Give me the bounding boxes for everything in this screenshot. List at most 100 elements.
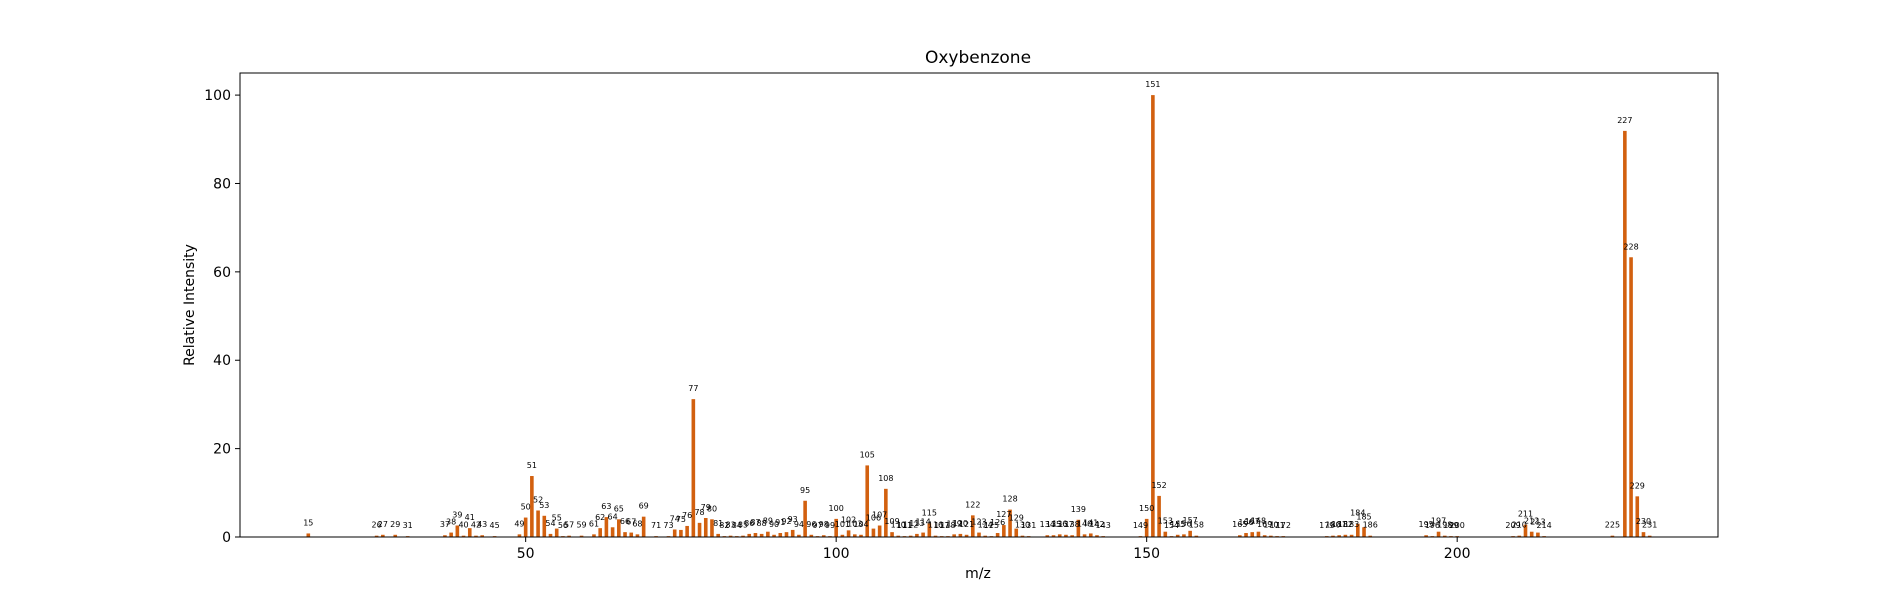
bar-mz-121	[964, 534, 969, 537]
bar-mz-40	[461, 535, 466, 537]
peak-label-139: 139	[1071, 505, 1086, 514]
peak-label-100: 100	[829, 504, 844, 513]
peak-label-154: 154	[1164, 521, 1179, 530]
peak-label-186: 186	[1363, 521, 1378, 530]
bar-mz-156	[1182, 534, 1186, 537]
bar-mz-87	[753, 533, 758, 537]
peak-label-166: 166	[1238, 518, 1253, 527]
peak-label-123: 123	[971, 518, 986, 527]
bar-mz-63	[604, 517, 609, 537]
peak-label-45: 45	[490, 521, 500, 530]
bar-mz-137	[1064, 534, 1068, 537]
bar-mz-212	[1529, 531, 1534, 537]
peak-label-135: 135	[1046, 520, 1061, 529]
bar-mz-39	[455, 525, 460, 537]
bar-mz-185	[1362, 527, 1366, 537]
bar-mz-158	[1194, 535, 1199, 537]
bar-mz-169	[1262, 535, 1267, 537]
bar-mz-80	[710, 519, 714, 537]
bar-mz-66	[623, 532, 627, 537]
bar-mz-213	[1536, 532, 1540, 537]
peak-label-98: 98	[819, 520, 829, 529]
bar-mz-92	[784, 532, 789, 537]
bar-mz-59	[579, 535, 584, 537]
bar-mz-150	[1144, 518, 1149, 537]
peak-label-104: 104	[853, 520, 868, 529]
peak-label-15: 15	[303, 518, 313, 527]
peak-label-31: 31	[403, 521, 413, 530]
peak-label-103: 103	[847, 519, 862, 528]
peak-label-137: 137	[1058, 520, 1073, 529]
bar-mz-103	[853, 534, 857, 537]
peak-label-117: 117	[934, 521, 949, 530]
peak-label-170: 170	[1263, 521, 1278, 530]
peak-label-49: 49	[514, 519, 524, 528]
bar-mz-129	[1014, 528, 1019, 537]
bar-mz-43	[480, 535, 484, 537]
peak-label-37: 37	[440, 520, 450, 529]
bar-mz-53	[542, 515, 547, 537]
peak-label-107: 107	[872, 511, 887, 520]
bar-mz-127	[1002, 525, 1006, 537]
chart-title: Oxybenzone	[925, 48, 1031, 68]
peak-label-52: 52	[533, 495, 543, 504]
bar-mz-170	[1269, 535, 1273, 537]
bar-mz-110	[896, 535, 901, 537]
bar-mz-78	[697, 522, 702, 537]
bar-mz-198	[1442, 535, 1447, 537]
bar-mz-88	[759, 533, 764, 537]
peak-label-196: 196	[1425, 521, 1440, 530]
peak-label-198: 198	[1437, 521, 1452, 530]
peak-label-114: 114	[915, 518, 930, 527]
bar-mz-122	[970, 515, 975, 537]
peak-label-130: 130	[1015, 521, 1030, 530]
peak-label-85: 85	[738, 521, 748, 530]
bar-mz-183	[1349, 534, 1354, 537]
plot-frame	[239, 72, 1719, 538]
bar-mz-130	[1020, 535, 1025, 537]
peak-label-152: 152	[1151, 481, 1166, 490]
peak-label-41: 41	[465, 513, 475, 522]
peak-label-127: 127	[996, 510, 1011, 519]
peak-label-29: 29	[390, 520, 400, 529]
y-tick-label-100: 100	[204, 88, 231, 104]
peak-label-225: 225	[1605, 521, 1620, 530]
bars-group	[306, 95, 1652, 537]
peak-label-77: 77	[688, 384, 698, 393]
peak-label-56: 56	[558, 521, 568, 530]
peak-label-66: 66	[620, 517, 630, 526]
peak-label-228: 228	[1623, 242, 1638, 251]
peak-label-168: 168	[1251, 517, 1266, 526]
peak-label-125: 125	[984, 521, 999, 530]
peak-label-116: 116	[928, 521, 943, 530]
bar-mz-83	[728, 535, 733, 537]
peak-label-69: 69	[639, 502, 649, 511]
peak-label-90: 90	[769, 520, 779, 529]
bar-mz-91	[778, 533, 783, 537]
peak-label-122: 122	[965, 500, 980, 509]
bar-mz-55	[554, 528, 559, 537]
bar-mz-86	[747, 533, 752, 537]
bar-mz-76	[685, 525, 689, 537]
peak-label-84: 84	[732, 521, 742, 530]
bar-mz-64	[610, 527, 615, 537]
bar-mz-153	[1163, 531, 1168, 537]
bar-mz-37	[443, 535, 447, 537]
peak-label-99: 99	[825, 521, 835, 530]
peak-label-153: 153	[1158, 517, 1173, 526]
peak-label-96: 96	[806, 520, 816, 529]
bar-mz-68	[635, 534, 640, 537]
peak-label-113: 113	[909, 519, 924, 528]
bar-mz-123	[977, 532, 981, 537]
x-tick-label-50: 50	[517, 546, 535, 562]
peak-label-184: 184	[1350, 509, 1365, 518]
peak-label-51: 51	[527, 461, 537, 470]
peak-label-124: 124	[978, 521, 993, 530]
peak-label-92: 92	[781, 517, 791, 526]
peak-label-120: 120	[953, 519, 968, 528]
peak-label-102: 102	[841, 515, 856, 524]
peak-label-73: 73	[663, 521, 673, 530]
bar-mz-140	[1082, 534, 1087, 537]
bar-mz-69	[641, 516, 646, 537]
bar-mz-102	[846, 530, 851, 537]
